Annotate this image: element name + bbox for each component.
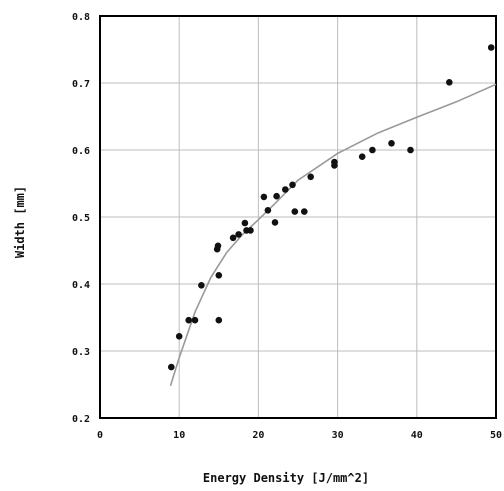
data-point [282,186,289,193]
data-point [185,316,192,324]
y-tick-label: 0.7 [72,79,90,90]
data-point [291,208,299,215]
data-point [198,282,205,289]
y-tick-label: 0.4 [72,280,90,291]
x-tick-label: 10 [173,430,185,441]
data-point [407,146,414,154]
data-point [260,193,268,201]
data-point [487,44,495,51]
y-axis-ticks: 0.2 0.3 0.4 0.5 0.6 0.7 0.8 [72,12,90,425]
grid [99,15,497,419]
x-axis-ticks: 0 10 20 30 40 50 [97,430,502,441]
y-tick-label: 0.2 [72,414,90,425]
data-point [446,79,453,86]
x-tick-label: 50 [490,430,502,441]
data-point [388,140,395,147]
x-tick-label: 20 [252,430,264,441]
data-point [241,219,249,227]
data-point [358,153,366,160]
x-axis-label: Energy Density [J/mm^2] [203,471,369,485]
data-point [264,207,272,214]
y-tick-label: 0.6 [72,146,90,157]
data-point [229,234,237,242]
y-axis-label: Width [mm] [13,186,27,258]
y-tick-label: 0.5 [72,213,90,224]
data-point [331,162,338,169]
data-point [307,173,315,181]
data-point [175,333,183,340]
data-point [214,242,222,250]
x-tick-label: 30 [332,430,344,441]
plot-frame [99,15,497,419]
data-point [273,192,280,200]
y-tick-label: 0.8 [72,12,90,23]
data-point [247,227,254,234]
data-points [168,44,495,371]
data-point [271,219,279,226]
x-tick-label: 0 [97,430,103,441]
y-tick-label: 0.3 [72,347,90,358]
data-point [289,181,296,189]
data-point [369,146,376,154]
data-point [301,208,308,215]
data-point [215,272,223,279]
x-tick-label: 40 [411,430,423,441]
data-point [215,316,223,324]
trend-line [169,83,497,387]
data-point [235,231,242,238]
data-point [191,316,199,324]
data-point [168,363,175,371]
